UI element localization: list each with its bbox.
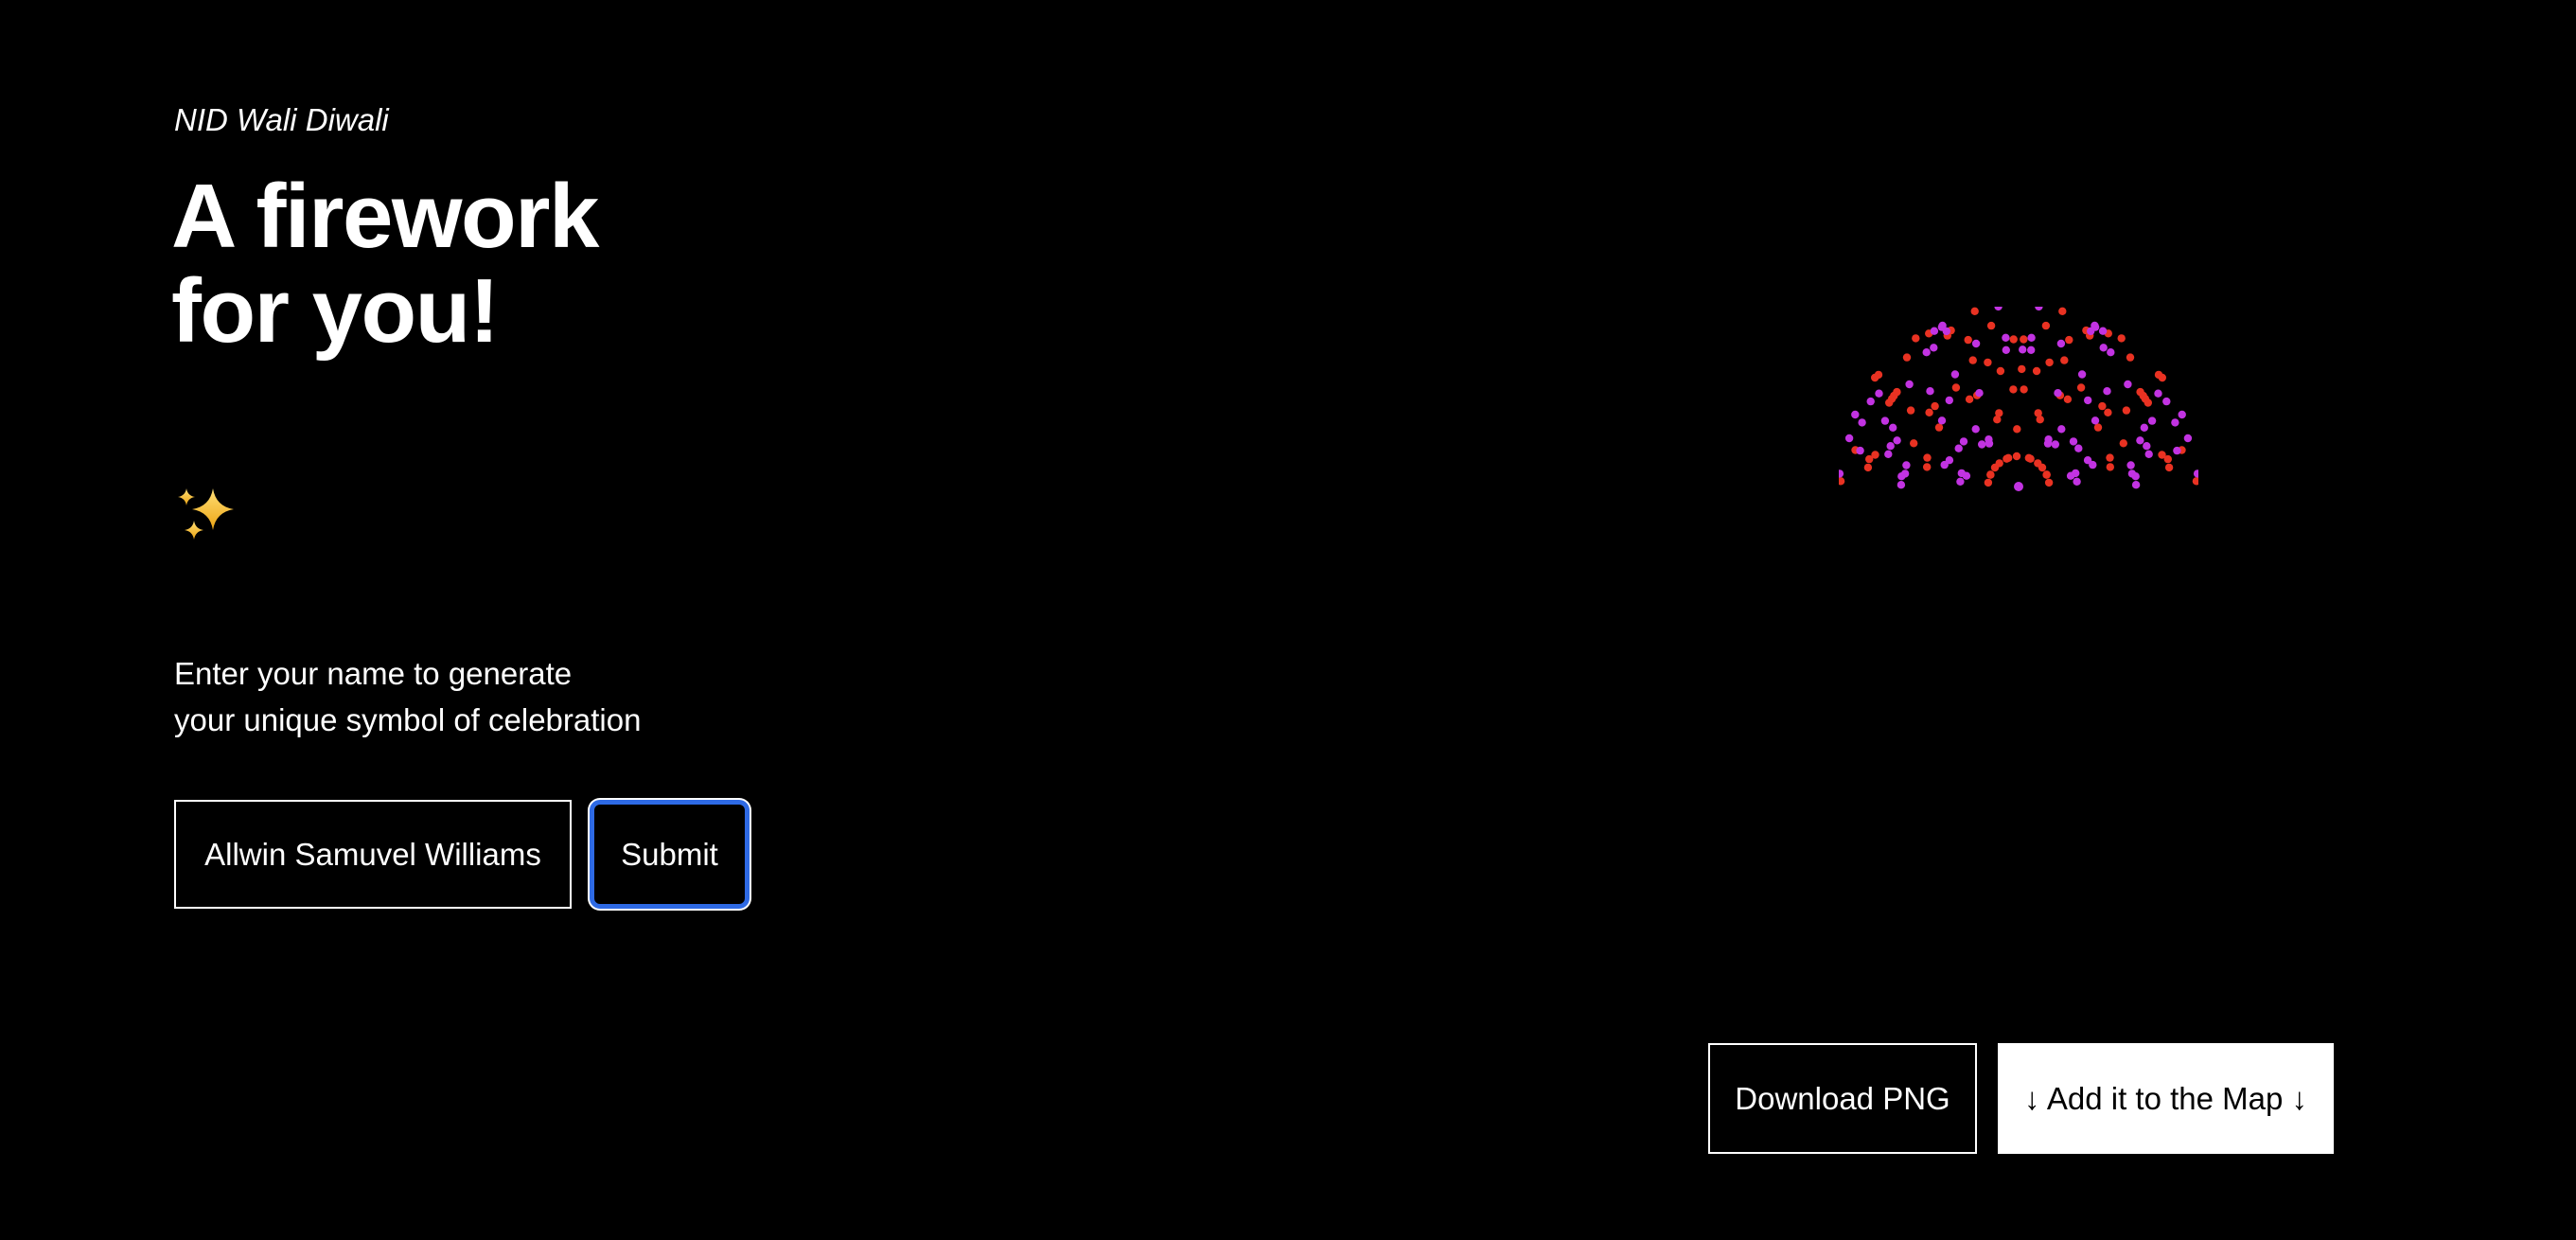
firework-graphic [1839, 307, 2198, 491]
sparkles-icon [178, 488, 234, 540]
page-title-line-2: for you! [171, 260, 500, 362]
download-png-button[interactable]: Download PNG [1708, 1043, 1977, 1154]
intro-text: Enter your name to generate your unique s… [174, 650, 641, 743]
page-title-line-1: A firework [171, 166, 599, 267]
submit-button[interactable]: Submit [590, 800, 750, 909]
intro-line-1: Enter your name to generate [174, 656, 573, 691]
eyebrow-text: NID Wali Diwali [174, 102, 389, 137]
add-to-map-button[interactable]: ↓ Add it to the Map ↓ [1998, 1043, 2334, 1154]
intro-line-2: your unique symbol of celebration [174, 702, 642, 737]
name-input[interactable] [174, 800, 572, 909]
page-title: A firework for you! [171, 166, 599, 362]
